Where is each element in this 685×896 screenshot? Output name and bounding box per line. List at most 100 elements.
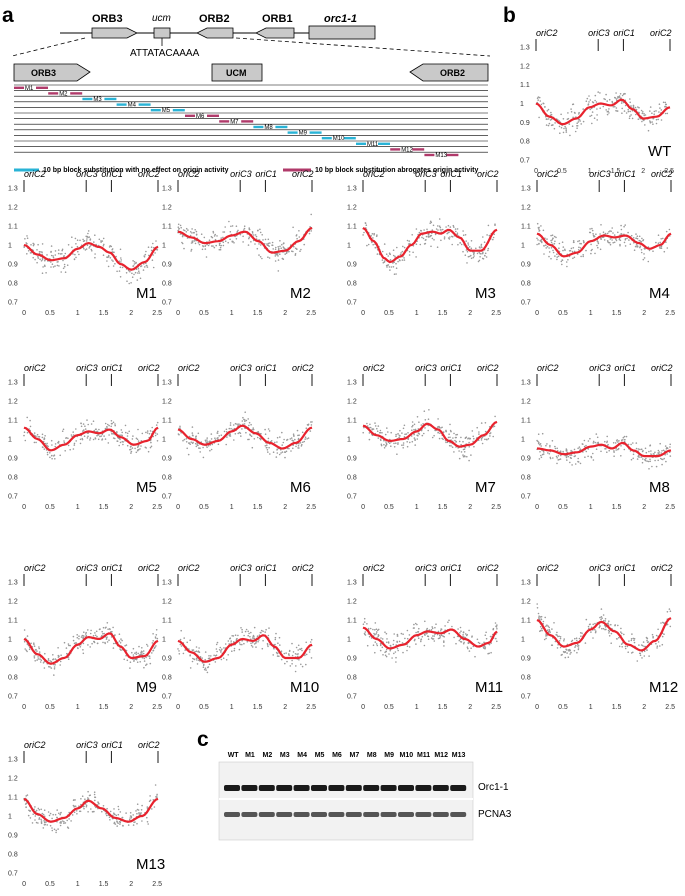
data-point [275, 456, 278, 458]
data-point [230, 427, 232, 430]
data-point [654, 459, 656, 462]
data-point [553, 127, 556, 130]
data-point [650, 450, 652, 452]
data-point [584, 456, 586, 459]
data-point [401, 444, 403, 447]
data-point [99, 628, 101, 630]
data-point [255, 646, 257, 648]
data-point [620, 627, 622, 630]
data-point [655, 110, 657, 112]
data-point [73, 642, 76, 645]
data-point [40, 808, 42, 811]
data-point [261, 234, 264, 236]
data-point [572, 257, 574, 260]
data-point [618, 645, 621, 648]
data-point [183, 637, 185, 639]
data-point [262, 239, 264, 241]
data-point [609, 238, 612, 240]
fit-line [177, 226, 313, 254]
data-point [441, 437, 443, 440]
data-point [608, 449, 610, 452]
data-point [249, 635, 251, 638]
data-point [539, 451, 541, 453]
data-point [88, 794, 91, 797]
data-point [420, 424, 423, 426]
data-point [433, 635, 436, 637]
data-point [623, 92, 625, 95]
data-point [85, 634, 88, 637]
data-point [244, 630, 247, 633]
y-tick-label: 1.3 [521, 580, 531, 587]
data-point [104, 427, 107, 430]
data-point [395, 267, 398, 270]
data-point [446, 232, 449, 235]
data-point [190, 250, 192, 252]
data-point [108, 639, 110, 641]
x-tick-label: 2 [641, 168, 645, 175]
data-point [277, 259, 280, 261]
data-point [602, 627, 605, 630]
data-point [117, 822, 119, 825]
data-point [54, 265, 56, 267]
data-point [654, 451, 656, 454]
data-point [638, 652, 641, 655]
x-tick-label: 0 [361, 310, 365, 317]
data-point [545, 637, 547, 640]
data-point [220, 434, 223, 437]
data-point [413, 437, 416, 439]
data-point [108, 816, 111, 818]
zoom-orb2-label: ORB2 [440, 68, 465, 78]
y-tick-label: 1.1 [521, 618, 531, 625]
data-point [134, 271, 137, 274]
data-point [386, 638, 388, 640]
data-point [577, 447, 579, 450]
data-point [220, 244, 222, 247]
data-point [88, 247, 90, 249]
data-point [615, 98, 618, 100]
data-point [36, 433, 39, 436]
data-point [89, 239, 91, 241]
data-point [305, 663, 307, 666]
band-orc1 [224, 785, 240, 791]
data-point [537, 227, 540, 229]
data-point [548, 247, 550, 249]
data-point [107, 254, 110, 257]
data-point [135, 658, 138, 661]
y-tick-label: 1.2 [347, 599, 357, 606]
x-tick-label: 0 [535, 704, 539, 711]
data-point [546, 624, 548, 626]
data-point [552, 237, 554, 240]
data-point [544, 115, 547, 118]
data-point [54, 445, 56, 448]
data-point [81, 634, 84, 637]
data-point [388, 266, 391, 268]
data-point [255, 642, 257, 644]
data-point [574, 463, 577, 465]
data-point [187, 229, 189, 231]
data-point [154, 434, 157, 437]
y-tick-label: 0.7 [162, 494, 172, 501]
data-point [548, 628, 550, 631]
data-point [592, 440, 595, 443]
data-point [587, 103, 590, 105]
data-point [573, 448, 576, 451]
data-point [39, 658, 41, 660]
data-point [552, 124, 554, 126]
data-point [449, 436, 451, 439]
data-point [564, 650, 566, 653]
data-point [294, 254, 297, 256]
data-point [115, 255, 117, 258]
sample-name: M13 [136, 856, 165, 873]
data-point [36, 249, 38, 251]
data-point [661, 643, 664, 646]
data-point [81, 437, 83, 440]
data-point [101, 810, 103, 813]
data-point [51, 457, 53, 460]
data-point [477, 260, 480, 263]
data-point [592, 637, 594, 639]
data-point [223, 430, 226, 433]
data-point [649, 444, 652, 447]
data-point [36, 650, 38, 652]
data-point [551, 440, 554, 442]
